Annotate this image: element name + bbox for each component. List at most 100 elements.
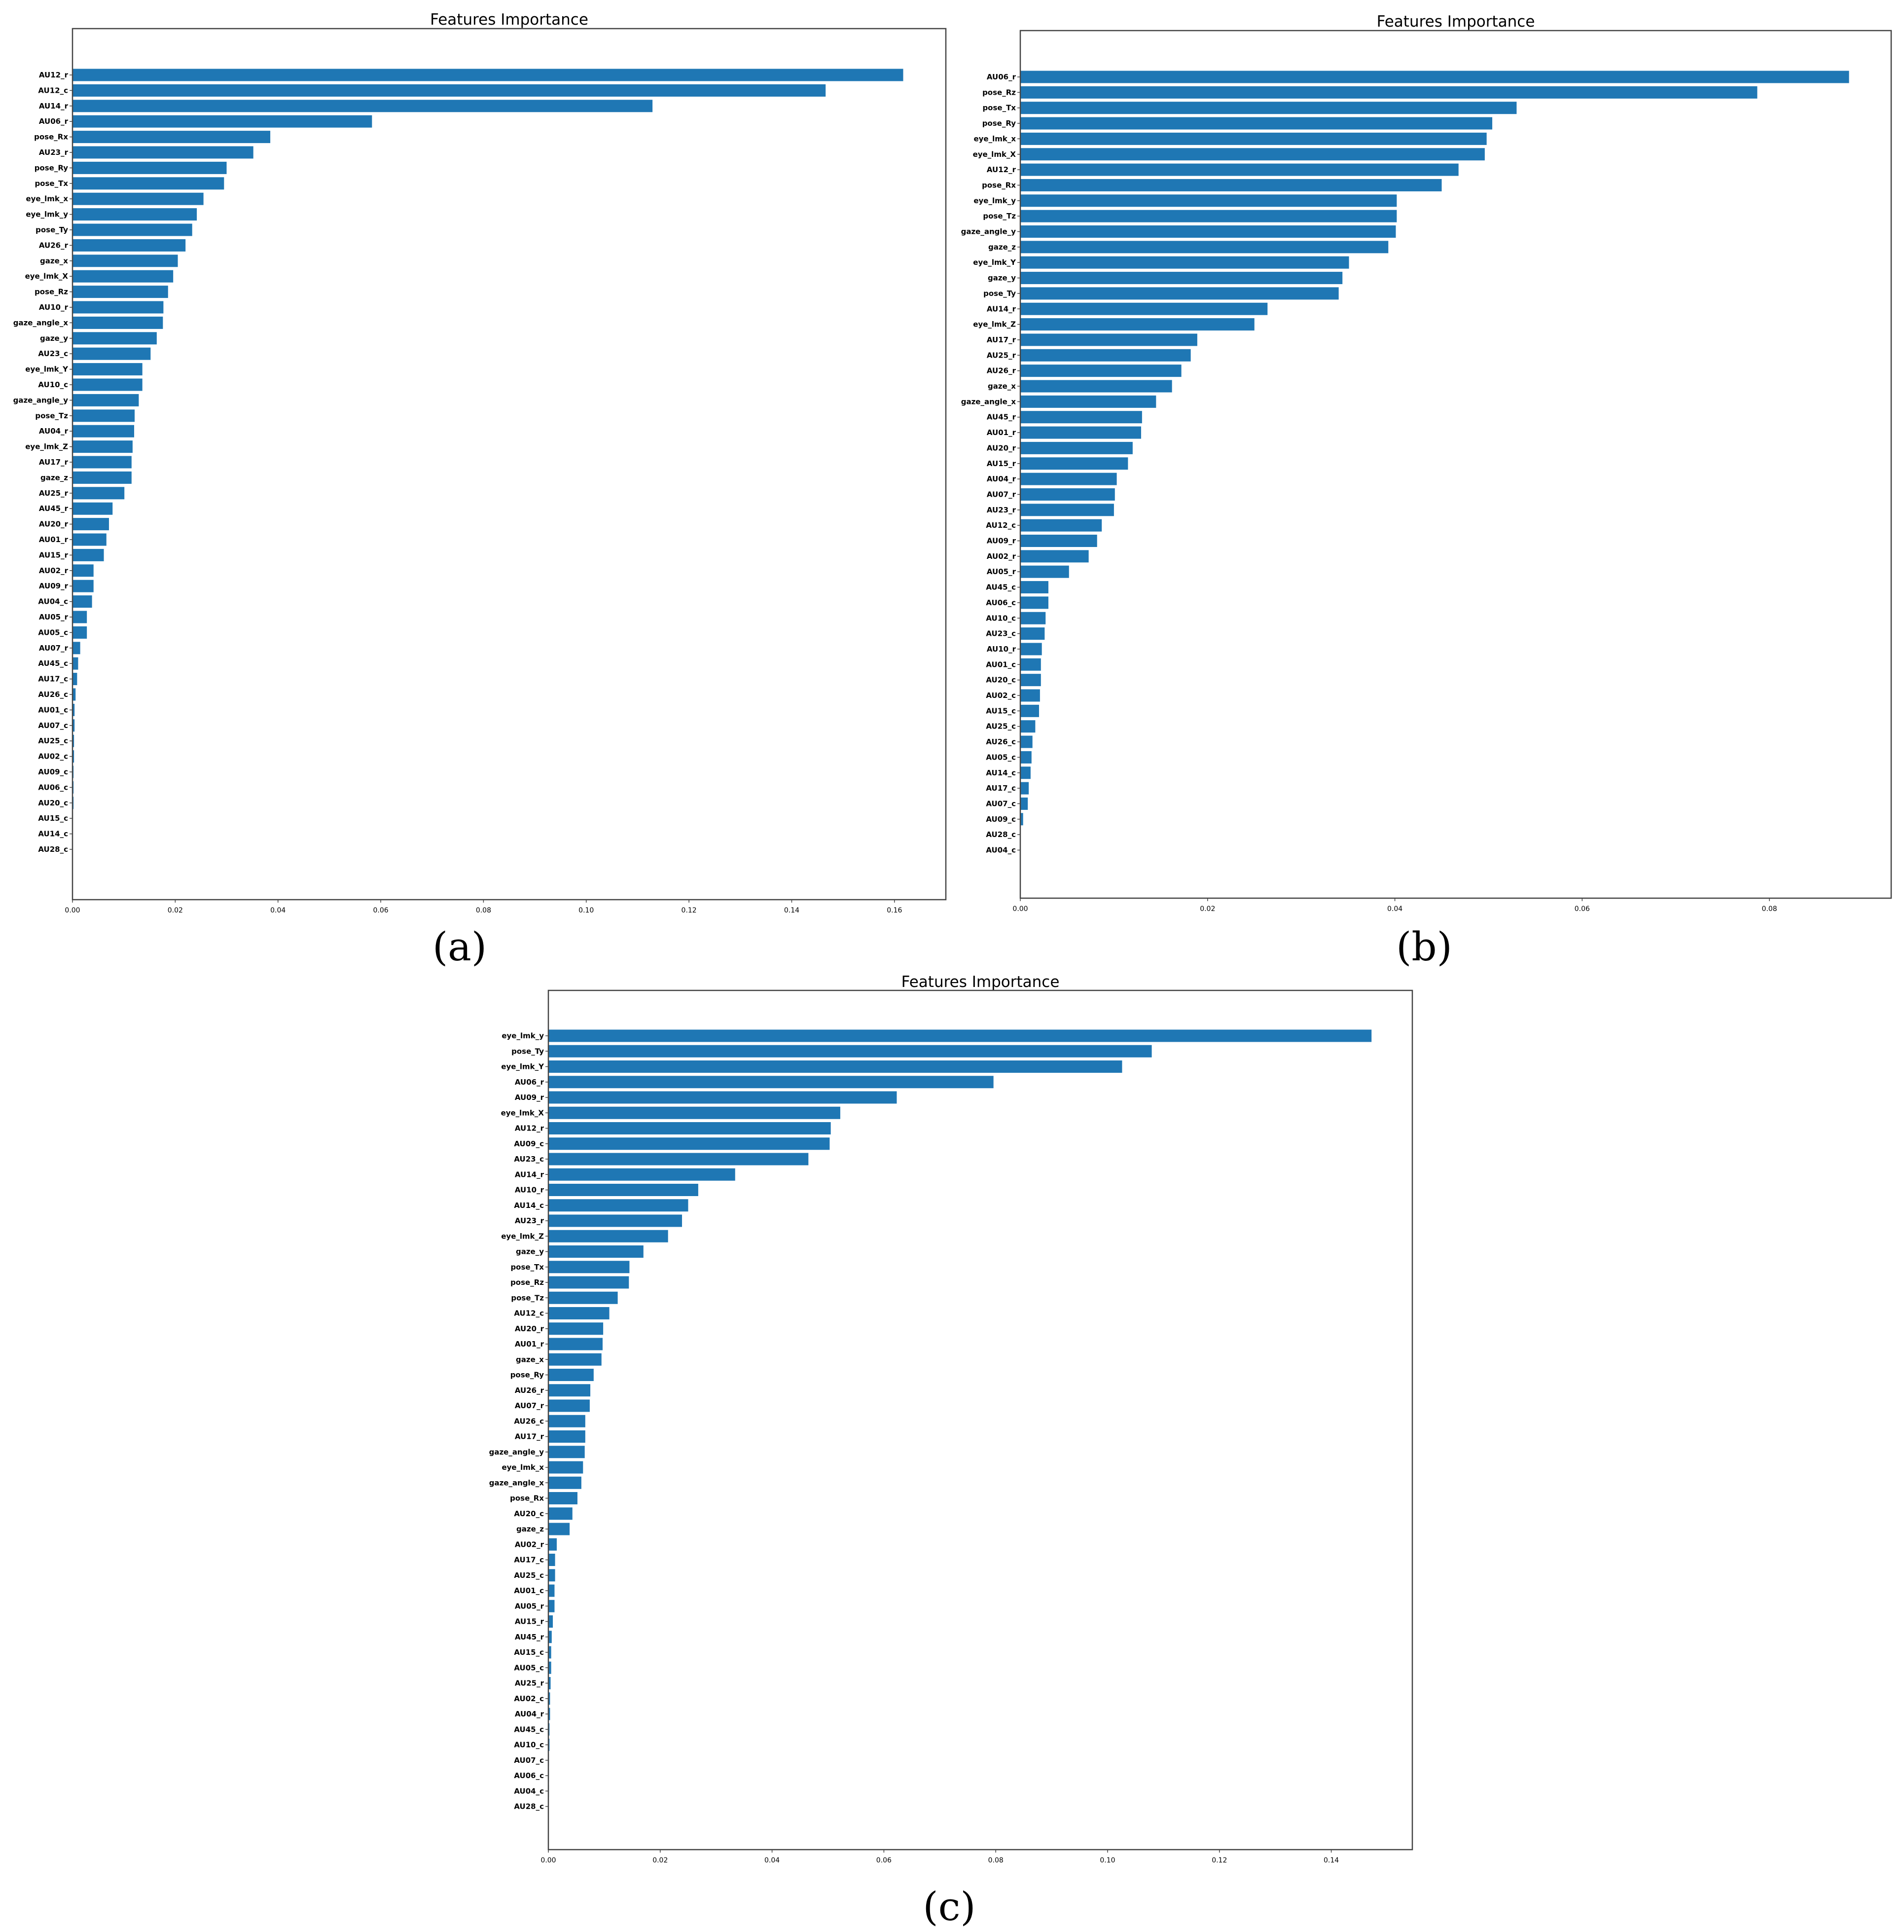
chart-1-ytick-label-pose_Ty: pose_Ty (36, 225, 68, 234)
chart-3-bar-AU14_r (548, 1168, 735, 1181)
chart-2-bar-AU06_c (1020, 596, 1048, 609)
chart-2-bar-eye_lmk_Z (1020, 318, 1255, 331)
chart-1-ytick-label-AU15_c: AU15_c (38, 814, 68, 823)
chart-1-bar-AU26_c (72, 688, 76, 701)
chart-3-ytick-label-AU23_r: AU23_r (515, 1216, 544, 1225)
chart-3-ytick-label-AU14_c: AU14_c (514, 1201, 544, 1210)
chart-3-bar-AU05_r (548, 1600, 555, 1612)
chart-2-bar-gaze_x (1020, 380, 1172, 393)
chart-3-bar-AU06_r (548, 1076, 994, 1089)
chart-1-ytick-label-AU10_c: AU10_c (38, 380, 68, 389)
chart-1-ytick-label-gaze_z: gaze_z (40, 473, 68, 482)
chart-1-ytick-label-AU23_c: AU23_c (38, 349, 68, 358)
chart-2-bar-AU25_r (1020, 349, 1191, 362)
chart-3-bar-AU02_c (548, 1692, 550, 1705)
chart-3-bar-AU25_c (548, 1569, 555, 1582)
chart-2-bar-gaze_angle_y (1020, 225, 1396, 238)
chart-1-ytick-label-AU09_r: AU09_r (39, 582, 69, 590)
chart-2-bar-AU14_r (1020, 302, 1268, 315)
chart-1-ytick-label-AU25_r: AU25_r (39, 489, 69, 498)
chart-2-bar-AU20_r (1020, 441, 1133, 454)
chart-2-ytick-label-AU06_c: AU06_c (986, 598, 1016, 607)
chart-1-xtick-label-1: 0.02 (168, 907, 183, 914)
chart-3-xtick-label-1: 0.02 (652, 1857, 668, 1864)
chart-2-ytick-label-AU05_c: AU05_c (986, 753, 1016, 762)
chart-3-bar-AU15_c (548, 1646, 551, 1659)
chart-1-ytick-label-AU23_r: AU23_r (39, 148, 69, 157)
chart-2-ytick-label-AU09_c: AU09_c (986, 815, 1016, 824)
chart-3-bar-AU09_r (548, 1091, 897, 1104)
chart-2-bar-AU15_r (1020, 457, 1128, 470)
chart-1-bar-AU12_c (72, 84, 826, 97)
chart-1-ytick-label-AU12_c: AU12_c (38, 86, 68, 95)
chart-2-ytick-label-AU02_c: AU02_c (986, 691, 1016, 700)
chart-3-ytick-label-AU15_c: AU15_c (514, 1648, 544, 1657)
chart-2-ytick-label-AU28_c: AU28_c (986, 830, 1016, 839)
chart-2-ytick-label-AU17_r: AU17_r (987, 335, 1016, 344)
chart-1-bar-pose_Tz (72, 409, 135, 422)
chart-2-bar-AU07_r (1020, 488, 1115, 501)
chart-1-panel-label: (a) (432, 924, 487, 970)
chart-3-bar-AU26_c (548, 1415, 585, 1427)
chart-1-bar-AU15_r (72, 548, 104, 561)
chart-3-bar-gaze_angle_x (548, 1476, 581, 1489)
chart-3-bar-eye_lmk_Y (548, 1060, 1122, 1073)
chart-3-bar-AU01_c (548, 1584, 555, 1597)
chart-1-ytick-label-AU07_c: AU07_c (38, 721, 68, 730)
chart-1-bar-pose_Rz (72, 286, 168, 298)
chart-1-ytick-label-AU20_c: AU20_c (38, 799, 68, 807)
chart-1-ytick-label-eye_lmk_Y: eye_lmk_Y (25, 365, 69, 374)
chart-2-ytick-label-eye_lmk_y: eye_lmk_y (973, 196, 1016, 205)
chart-1-ytick-label-pose_Tx: pose_Tx (35, 179, 68, 188)
chart-2-bar-eye_lmk_Y (1020, 256, 1349, 269)
chart-2-ytick-label-AU12_r: AU12_r (987, 165, 1016, 174)
chart-2-ytick-label-AU23_c: AU23_c (986, 629, 1016, 638)
chart-1-bar-AU09_r (72, 580, 94, 592)
chart-3-bar-eye_lmk_Z (548, 1230, 668, 1242)
chart-2-ytick-label-gaze_angle_y: gaze_angle_y (961, 227, 1016, 236)
chart-3-bar-AU12_r (548, 1122, 831, 1134)
chart-2-ytick-label-AU09_r: AU09_r (987, 537, 1016, 546)
chart-3-ytick-label-AU04_c: AU04_c (514, 1786, 544, 1795)
chart-2-ytick-label-AU01_c: AU01_c (986, 660, 1016, 669)
chart-2-bar-AU45_c (1020, 581, 1048, 594)
chart-2-bar-gaze_angle_x (1020, 395, 1156, 408)
chart-1-bar-pose_Ty (72, 223, 192, 236)
chart-1-bar-eye_lmk_X (72, 270, 174, 283)
chart-1-ytick-label-AU01_c: AU01_c (38, 705, 68, 714)
chart-1-bar-AU02_r (72, 564, 94, 577)
chart-3-ytick-label-AU17_c: AU17_c (514, 1556, 544, 1565)
chart-1-ytick-label-eye_lmk_X: eye_lmk_X (25, 272, 69, 281)
chart-2-bar-AU15_c (1020, 704, 1039, 717)
chart-1-xtick-label-5: 0.10 (578, 907, 594, 914)
chart-1-bar-AU02_c (72, 750, 74, 763)
chart-3-ytick-label-AU45_c: AU45_c (514, 1725, 544, 1734)
chart-2-ytick-label-AU26_r: AU26_r (987, 366, 1016, 375)
chart-3-bar-AU14_c (548, 1199, 688, 1212)
chart-3-ytick-label-pose_Tz: pose_Tz (511, 1293, 544, 1302)
chart-2-bar-gaze_y (1020, 272, 1343, 285)
chart-1-xtick-label-2: 0.04 (270, 907, 286, 914)
chart-2-ytick-label-AU45_r: AU45_r (987, 413, 1016, 422)
chart-1-ytick-label-gaze_angle_y: gaze_angle_y (13, 396, 69, 404)
chart-3-xtick-label-2: 0.04 (764, 1857, 780, 1864)
chart-2-bar-eye_lmk_x (1020, 132, 1487, 145)
chart-1-bar-AU04_r (72, 425, 135, 437)
chart-1-ytick-label-AU14_c: AU14_c (38, 830, 68, 838)
chart-1-ytick-label-eye_lmk_Z: eye_lmk_Z (25, 442, 68, 451)
chart-1-bar-eye_lmk_Y (72, 363, 143, 376)
chart-3-bar-pose_Tx (548, 1261, 630, 1274)
chart-3-bar-gaze_x (548, 1353, 602, 1366)
chart-3-bar-eye_lmk_y (548, 1029, 1372, 1042)
chart-2-ytick-label-AU14_r: AU14_r (987, 304, 1016, 313)
chart-1-xtick-label-3: 0.06 (373, 907, 388, 914)
chart-2-bar-AU23_c (1020, 627, 1045, 640)
chart-2-ytick-label-eye_lmk_X: eye_lmk_X (973, 150, 1016, 159)
chart-2-ytick-label-AU12_c: AU12_c (986, 521, 1016, 530)
chart-1-ytick-label-gaze_y: gaze_y (40, 334, 68, 343)
chart-3-bar-AU01_r (548, 1338, 603, 1350)
chart-2-bar-pose_Rx (1020, 179, 1442, 191)
chart-3-title: Features Importance (901, 973, 1060, 991)
chart-2-ytick-label-pose_Tx: pose_Tx (982, 104, 1016, 112)
chart-2-xtick-label-0: 0.00 (1012, 905, 1028, 913)
